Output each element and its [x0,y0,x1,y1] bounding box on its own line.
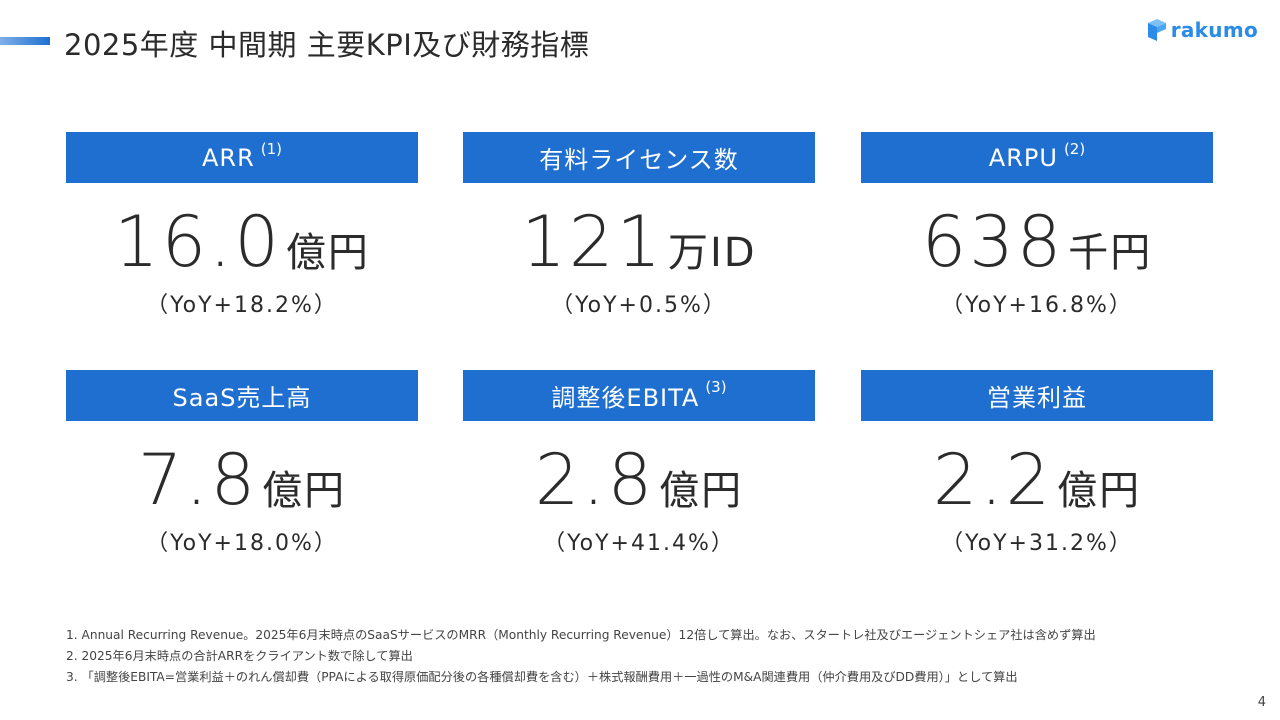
kpi-card-operating-profit: 営業利益 2.2 億円 （YoY+31.2%） [861,370,1213,557]
page-number: 4 [1257,695,1266,710]
kpi-value-unit: 億円 [659,468,744,514]
kpi-value-unit: 千円 [1068,230,1153,276]
kpi-yoy: （YoY+31.2%） [941,531,1133,556]
kpi-card-arpu: ARPU (2) 638 千円 （YoY+16.8%） [861,132,1213,319]
kpi-yoy: （YoY+0.5%） [551,293,727,318]
kpi-value-number: 16.0 [114,201,282,283]
footnote: 2. 2025年6月末時点の合計ARRをクライアント数で除して算出 [66,649,413,663]
kpi-label: ARR [201,143,255,172]
footnote: 3. 「調整後EBITA=営業利益＋のれん償却費（PPAによる取得原価配分後の各… [66,670,1018,684]
rakumo-logo-icon [1147,19,1166,41]
kpi-label: ARPU [988,143,1058,172]
kpi-header: 調整後EBITA (3) [463,370,815,421]
kpi-label: SaaS売上高 [172,384,312,412]
footnotes: 1. Annual Recurring Revenue。2025年6月末時点のS… [66,625,1096,688]
kpi-header: ARR (1) [66,132,418,183]
kpi-value: 7.8 億円 [66,443,418,515]
kpi-value-unit: 万ID [668,230,757,276]
kpi-value: 2.8 億円 [463,443,815,515]
kpi-header: 有料ライセンス数 [463,132,815,183]
kpi-value-number: 2.8 [534,439,656,521]
kpi-value-unit: 億円 [262,468,347,514]
page-title: 2025年度 中間期 主要KPI及び財務指標 [64,28,590,62]
kpi-yoy: （YoY+16.8%） [941,293,1133,318]
kpi-yoy: （YoY+18.2%） [146,293,338,318]
kpi-header: 営業利益 [861,370,1213,421]
kpi-value-unit: 億円 [1057,468,1142,514]
kpi-value: 16.0 億円 [66,205,418,277]
title-accent-bar [0,37,50,45]
logo: rakumo [1147,18,1258,42]
kpi-footnote-ref: (2) [1063,139,1086,158]
kpi-card-arr: ARR (1) 16.0 億円 （YoY+18.2%） [66,132,418,319]
kpi-yoy: （YoY+41.4%） [543,531,735,556]
kpi-card-licenses: 有料ライセンス数 121 万ID （YoY+0.5%） [463,132,815,319]
kpi-header: ARPU (2) [861,132,1213,183]
footnote: 1. Annual Recurring Revenue。2025年6月末時点のS… [66,628,1096,642]
kpi-value: 121 万ID [463,205,815,277]
kpi-value-number: 121 [521,201,664,283]
kpi-value: 638 千円 [861,205,1213,277]
kpi-card-saas-revenue: SaaS売上高 7.8 億円 （YoY+18.0%） [66,370,418,557]
kpi-card-adjusted-ebita: 調整後EBITA (3) 2.8 億円 （YoY+41.4%） [463,370,815,557]
kpi-label: 調整後EBITA [551,384,700,412]
kpi-footnote-ref: (1) [260,139,283,158]
kpi-footnote-ref: (3) [705,377,727,396]
kpi-value: 2.2 億円 [861,443,1213,515]
kpi-value-number: 638 [921,201,1065,283]
kpi-label: 営業利益 [987,384,1087,412]
logo-text: rakumo [1170,18,1258,42]
kpi-yoy: （YoY+18.0%） [146,531,338,556]
kpi-label: 有料ライセンス数 [539,146,739,174]
kpi-value-number: 7.8 [137,439,259,521]
kpi-value-unit: 億円 [285,230,370,276]
kpi-value-number: 2.2 [932,439,1054,521]
kpi-header: SaaS売上高 [66,370,418,421]
